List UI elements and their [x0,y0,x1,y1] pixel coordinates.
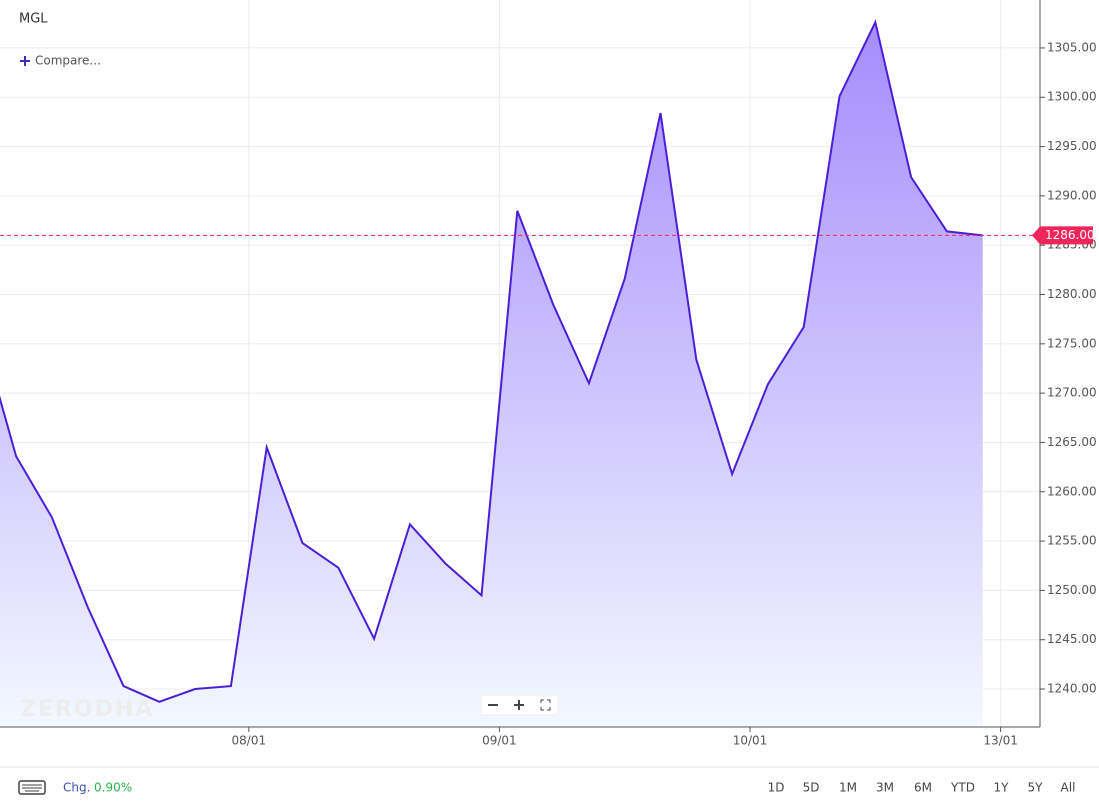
last-price-label: 1286.00 [1045,228,1095,242]
y-tick-label: 1245.00 [1047,632,1097,646]
watermark: ZERODHA [20,697,154,722]
keyboard-keys [22,784,42,792]
y-tick-label: 1300.00 [1047,90,1097,104]
range-button[interactable]: 6M [914,781,932,795]
change-label: Chg. [63,781,90,795]
x-tick-label: 08/01 [232,734,267,748]
range-button[interactable]: 3M [876,781,894,795]
range-button[interactable]: 5Y [1028,781,1044,795]
range-button[interactable]: All [1061,781,1076,795]
range-button[interactable]: 1M [839,781,857,795]
x-tick-label: 10/01 [733,734,768,748]
y-tick-label: 1275.00 [1047,336,1097,350]
keyboard-icon[interactable] [18,780,46,795]
x-tick-label: 09/01 [482,734,517,748]
y-tick-label: 1270.00 [1047,386,1097,400]
zoom-controls [480,694,559,716]
range-button[interactable]: 1Y [994,781,1010,795]
compare-label[interactable]: Compare... [35,54,101,68]
y-tick-label: 1260.00 [1047,484,1097,498]
y-tick-label: 1305.00 [1047,40,1097,54]
fullscreen[interactable] [540,699,551,711]
price-line [0,19,983,703]
compare-button[interactable]: Compare... [20,54,101,68]
plus-icon [20,56,30,66]
change-value: 0.90% [94,781,132,795]
range-button[interactable]: 1D [768,781,785,795]
last-price-badge [1032,226,1093,245]
y-tick-label: 1295.00 [1047,139,1097,153]
chart-title: MGL [19,12,48,27]
area-fill [0,22,983,727]
y-tick-label: 1265.00 [1047,435,1097,449]
range-button[interactable]: 5D [803,781,820,795]
zoom-in[interactable] [514,700,524,710]
x-tick-label: 13/01 [983,734,1018,748]
y-tick-label: 1280.00 [1047,287,1097,301]
y-tick-label: 1255.00 [1047,534,1097,548]
y-tick-label: 1250.00 [1047,583,1097,597]
range-button[interactable]: YTD [950,781,975,795]
y-tick-label: 1290.00 [1047,188,1097,202]
y-tick-label: 1240.00 [1047,682,1097,696]
